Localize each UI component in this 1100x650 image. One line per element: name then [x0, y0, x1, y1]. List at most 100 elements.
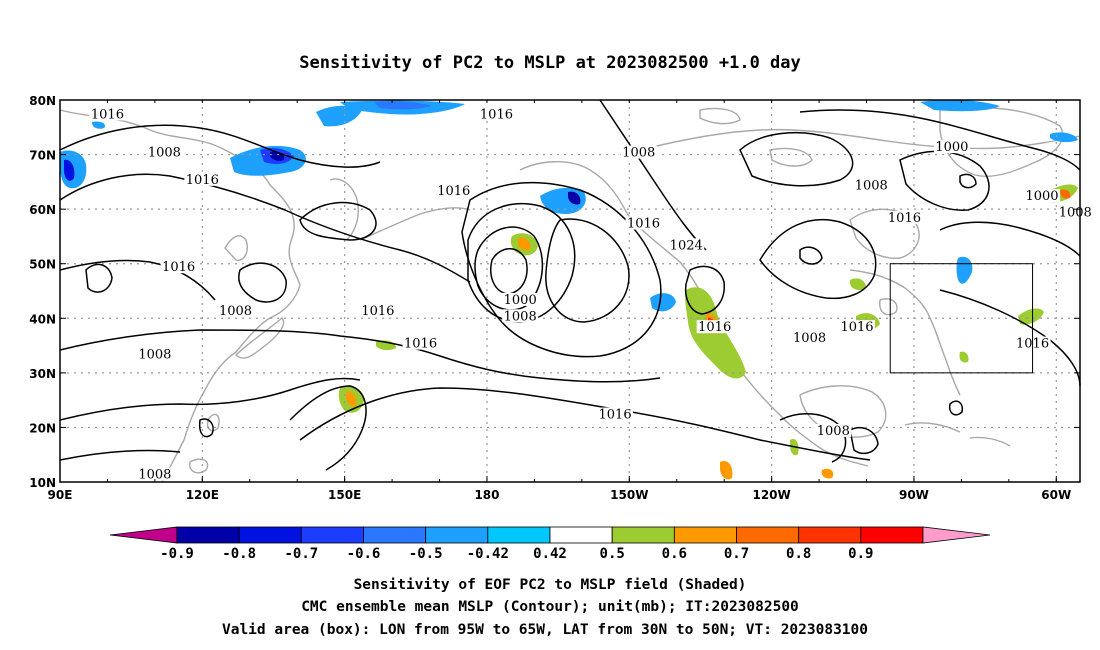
y-tick-label: 20N	[29, 421, 56, 435]
y-tick-label: 10N	[29, 476, 56, 490]
contour-label-bg	[1057, 205, 1094, 219]
y-tick-label: 50N	[29, 258, 56, 272]
y-tick-label: 40N	[29, 312, 56, 326]
contour-label-bg	[815, 423, 852, 437]
x-tick-label: 120W	[752, 488, 790, 502]
contour-label: 1008	[138, 347, 171, 362]
mslp-contours	[59, 99, 1081, 471]
longitude-axis: 90E 120E 150E 180 150W 120W 90W 60W	[48, 100, 1071, 502]
contour-label-bg	[625, 216, 662, 230]
colorbar-tick-label: 0.5	[600, 546, 625, 562]
colorbar-tick-label: -0.7	[284, 546, 318, 562]
colorbar-tick-labels: -0.9 -0.8 -0.7 -0.6 -0.5 -0.42 0.42 0.5 0.6 0.7 0.…	[160, 546, 873, 562]
colorbar-tick-label: 0.7	[724, 546, 749, 562]
contour-label: 1000	[935, 140, 968, 155]
contour-label: 1016	[162, 260, 195, 275]
x-tick-label: 150W	[610, 488, 648, 502]
contour-label: 1008	[817, 424, 850, 439]
contour-label: 1008	[138, 468, 171, 483]
contour-label-bg	[839, 320, 876, 334]
colorbar-swatch	[860, 526, 924, 544]
contour-label-bg	[160, 260, 197, 274]
contour-label-bg	[933, 140, 970, 154]
contour-label-bg	[217, 303, 254, 317]
contour-label: 1024	[670, 238, 703, 253]
colorbar-swatch	[549, 526, 613, 544]
contour-label: 1008	[855, 178, 888, 193]
colorbar-swatch	[238, 526, 302, 544]
colorbar-tick-label: 0.9	[848, 546, 873, 562]
x-tick-label: 90E	[48, 488, 73, 502]
caption-line-1: Sensitivity of EOF PC2 to MSLP field (Sh…	[354, 577, 747, 593]
colorbar	[109, 526, 991, 544]
contour-label-bg	[136, 347, 173, 361]
contour-label-bg	[146, 145, 183, 159]
contour-label-bg	[696, 320, 733, 334]
contour-label-bg	[435, 183, 472, 197]
contour-label: 1008	[1059, 206, 1092, 221]
valid-area-box	[889, 263, 1034, 374]
contour-label: 1016	[888, 211, 921, 226]
colorbar-tick-label: -0.6	[347, 546, 381, 562]
contour-label-bg	[359, 303, 396, 317]
contour-label: 1016	[361, 304, 394, 319]
contour-label: 1016	[186, 173, 219, 188]
contour-label: 1008	[622, 146, 655, 161]
contour-label-bg	[597, 407, 634, 421]
contour-label: 1008	[219, 304, 252, 319]
contour-label-bg	[502, 292, 539, 306]
y-tick-label: 30N	[29, 367, 56, 381]
contour-label-bg	[668, 238, 705, 252]
colorbar-low-triangle	[109, 526, 178, 544]
colorbar-swatch	[425, 526, 489, 544]
colorbar-tick-label: 0.6	[662, 546, 687, 562]
y-tick-label: 80N	[29, 94, 56, 108]
map-title: Sensitivity of PC2 to MSLP at 2023082500…	[299, 53, 801, 73]
contour-label-bg	[1024, 189, 1061, 203]
contour-label: 1008	[504, 309, 537, 324]
colorbar-tick-label: -0.9	[160, 546, 194, 562]
colorbar-swatch	[798, 526, 862, 544]
map-gridlines	[60, 100, 1080, 482]
x-tick-label: 180	[474, 488, 499, 502]
contour-label-bg	[402, 336, 439, 350]
colorbar-swatch	[611, 526, 675, 544]
x-tick-label: 60W	[1041, 488, 1071, 502]
x-tick-label: 150E	[328, 488, 361, 502]
contour-label: 1016	[91, 107, 124, 122]
contour-label: 1008	[148, 146, 181, 161]
contour-label-bg	[478, 107, 515, 121]
contour-label: 1008	[793, 331, 826, 346]
y-tick-label: 60N	[29, 203, 56, 217]
colorbar-swatch	[300, 526, 364, 544]
colorbar-tick-label: -0.42	[467, 546, 509, 562]
x-tick-label: 90W	[899, 488, 929, 502]
contour-label: 1016	[437, 184, 470, 199]
caption-line-2: CMC ensemble mean MSLP (Contour); unit(m…	[301, 599, 799, 615]
contour-label: 1016	[627, 217, 660, 232]
colorbar-tick-label: -0.8	[222, 546, 256, 562]
contour-label: 1016	[840, 320, 873, 335]
contour-label-bg	[89, 107, 126, 121]
contour-label-bg	[502, 309, 539, 323]
contour-label-bg	[791, 331, 828, 345]
contour-label: 1016	[404, 337, 437, 352]
colorbar-swatch	[363, 526, 427, 544]
x-tick-label: 120E	[186, 488, 219, 502]
colorbar-tick-label: 0.8	[786, 546, 811, 562]
colorbar-tick-label: 0.42	[533, 546, 567, 562]
contour-label: 1016	[698, 320, 731, 335]
colorbar-tick-label: -0.5	[409, 546, 443, 562]
contour-label-bg	[886, 211, 923, 225]
contour-label-bg	[136, 467, 173, 481]
contour-label: 1000	[1025, 189, 1058, 204]
colorbar-swatch	[736, 526, 800, 544]
contour-label-bg	[184, 172, 221, 186]
colorbar-swatch	[673, 526, 737, 544]
colorbar-high-triangle	[922, 526, 991, 544]
contour-label: 1016	[599, 408, 632, 423]
colorbar-swatch	[487, 526, 551, 544]
colorbar-swatch	[176, 526, 240, 544]
